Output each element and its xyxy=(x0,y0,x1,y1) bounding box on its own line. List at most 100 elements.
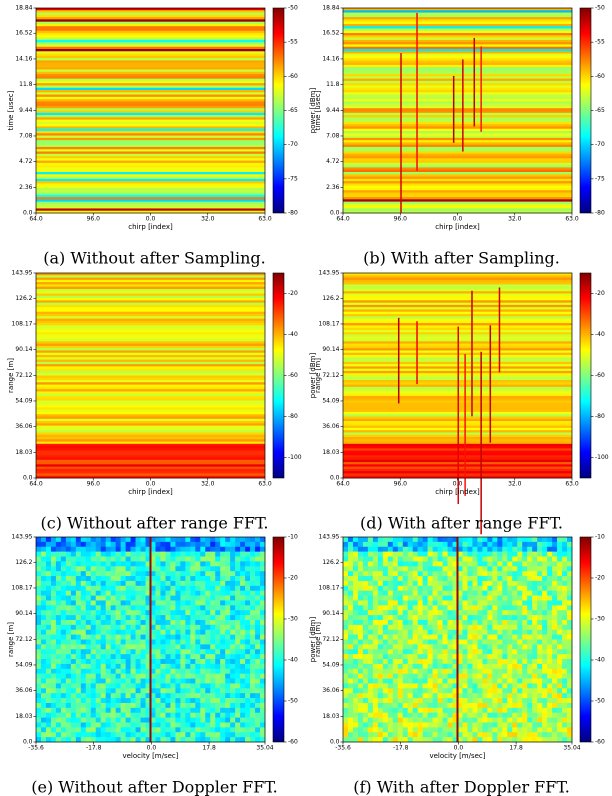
stripe xyxy=(36,435,265,438)
cell xyxy=(448,571,453,576)
cell xyxy=(433,625,438,630)
cell xyxy=(552,718,557,723)
cell xyxy=(235,557,240,562)
cell xyxy=(537,713,542,718)
cell xyxy=(215,586,220,591)
stripe xyxy=(36,369,265,372)
cell xyxy=(487,703,492,708)
cell xyxy=(448,654,453,659)
cell xyxy=(106,649,111,654)
cell xyxy=(527,620,532,625)
cell xyxy=(160,693,165,698)
cell xyxy=(462,635,467,640)
cell xyxy=(358,640,363,645)
cell xyxy=(106,605,111,610)
cell xyxy=(230,698,235,703)
cell xyxy=(36,610,41,615)
cell xyxy=(378,615,383,620)
cell xyxy=(225,557,230,562)
colorbar-tick-label: -50 xyxy=(595,698,605,705)
cell xyxy=(175,591,180,596)
cell xyxy=(353,615,358,620)
cell xyxy=(502,610,507,615)
cell xyxy=(433,571,438,576)
cell xyxy=(562,688,567,693)
cell xyxy=(433,703,438,708)
cell xyxy=(507,596,512,601)
cell xyxy=(378,625,383,630)
cell xyxy=(91,654,96,659)
y-tick-label: 143.95 xyxy=(12,534,33,541)
cell xyxy=(210,615,215,620)
stripe xyxy=(343,40,572,43)
cell xyxy=(141,732,146,737)
cell xyxy=(462,581,467,586)
cell xyxy=(165,649,170,654)
stripe xyxy=(36,426,265,429)
cell xyxy=(250,683,255,688)
cell xyxy=(235,679,240,684)
cell xyxy=(413,708,418,713)
cell xyxy=(423,669,428,674)
cell xyxy=(71,586,76,591)
cell xyxy=(235,615,240,620)
cell xyxy=(403,591,408,596)
cell xyxy=(418,547,423,552)
cell xyxy=(552,732,557,737)
cell xyxy=(552,722,557,727)
cell xyxy=(448,630,453,635)
cell xyxy=(91,591,96,596)
cell xyxy=(245,698,250,703)
cell xyxy=(200,669,205,674)
cell xyxy=(547,557,552,562)
cell xyxy=(373,669,378,674)
cell xyxy=(185,727,190,732)
cell xyxy=(477,581,482,586)
cell xyxy=(462,664,467,669)
stripe xyxy=(36,273,265,276)
cell xyxy=(482,620,487,625)
cell xyxy=(527,679,532,684)
cell xyxy=(363,561,368,566)
stripe xyxy=(36,396,265,399)
cell xyxy=(195,727,200,732)
cell xyxy=(190,737,195,742)
cell xyxy=(101,732,106,737)
cell xyxy=(423,649,428,654)
colorbar-tick-label: -100 xyxy=(288,454,302,461)
cell xyxy=(96,571,101,576)
cell xyxy=(502,713,507,718)
cell xyxy=(91,718,96,723)
cell xyxy=(552,542,557,547)
cell xyxy=(547,591,552,596)
cell xyxy=(487,547,492,552)
cell xyxy=(96,698,101,703)
cell xyxy=(423,703,428,708)
cell xyxy=(195,600,200,605)
cell xyxy=(116,644,121,649)
cell xyxy=(136,610,141,615)
stripe xyxy=(343,177,572,180)
cell xyxy=(542,718,547,723)
stripe xyxy=(343,147,572,150)
cell xyxy=(245,688,250,693)
cell xyxy=(195,649,200,654)
cell xyxy=(487,649,492,654)
cell xyxy=(91,688,96,693)
cell xyxy=(116,630,121,635)
cell xyxy=(363,586,368,591)
cell xyxy=(106,644,111,649)
cell xyxy=(121,586,126,591)
cell xyxy=(507,566,512,571)
cell xyxy=(56,727,61,732)
cell xyxy=(547,698,552,703)
cell xyxy=(180,615,185,620)
cell xyxy=(368,737,373,742)
cell xyxy=(36,683,41,688)
cell xyxy=(462,649,467,654)
cell xyxy=(433,659,438,664)
cell xyxy=(215,581,220,586)
cell xyxy=(507,586,512,591)
cell xyxy=(443,605,448,610)
cell xyxy=(373,649,378,654)
